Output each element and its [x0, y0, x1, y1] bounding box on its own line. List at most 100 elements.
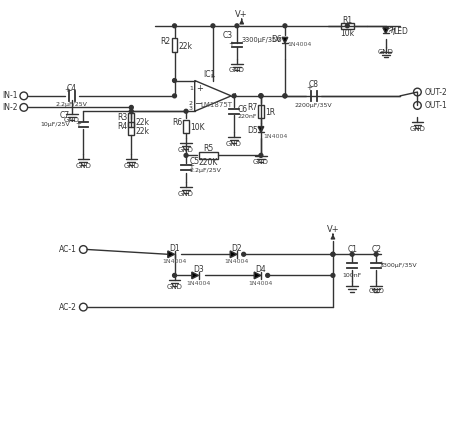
Text: V+: V+ [327, 225, 339, 234]
Text: R2: R2 [161, 37, 171, 46]
Polygon shape [282, 37, 288, 43]
Circle shape [283, 94, 287, 98]
Polygon shape [383, 28, 389, 34]
Text: GND: GND [229, 67, 245, 73]
Text: 1N4004: 1N4004 [249, 281, 273, 285]
Polygon shape [230, 251, 237, 258]
Text: 3300μF/35V: 3300μF/35V [242, 37, 282, 43]
Text: 1N4004: 1N4004 [288, 43, 312, 47]
Text: GND: GND [123, 163, 139, 169]
Text: R5: R5 [203, 144, 213, 153]
Text: C5: C5 [190, 157, 200, 166]
Text: AC-1: AC-1 [59, 245, 76, 254]
Text: C4: C4 [67, 83, 77, 93]
Polygon shape [258, 127, 264, 132]
Text: GND: GND [76, 163, 91, 169]
Text: D1: D1 [169, 244, 180, 253]
Bar [128, 122, 134, 135]
Text: 100nF: 100nF [342, 273, 362, 278]
Text: +: + [64, 87, 70, 93]
Circle shape [184, 109, 188, 113]
Text: +: + [76, 121, 81, 127]
Text: +: + [306, 85, 312, 91]
Text: D4: D4 [256, 265, 266, 274]
Text: D3: D3 [193, 265, 204, 274]
Text: LM1875T: LM1875T [201, 103, 233, 109]
Text: D5: D5 [248, 126, 258, 135]
Polygon shape [254, 272, 261, 279]
Circle shape [350, 252, 354, 256]
Text: 1N4004: 1N4004 [186, 281, 211, 285]
Text: 22k: 22k [178, 43, 192, 52]
Polygon shape [168, 251, 175, 258]
Text: 4: 4 [233, 93, 237, 98]
Text: GND: GND [378, 49, 394, 55]
Text: 10k: 10k [340, 29, 355, 38]
Circle shape [374, 252, 378, 256]
Text: R3: R3 [117, 113, 127, 122]
Text: GND: GND [410, 126, 425, 132]
Text: +: + [228, 41, 234, 47]
Text: OUT-1: OUT-1 [424, 101, 447, 110]
Text: 3300μF/35V: 3300μF/35V [380, 263, 418, 268]
Circle shape [259, 94, 263, 98]
Text: −: − [195, 98, 203, 109]
Text: V+: V+ [235, 10, 248, 19]
Text: IC1: IC1 [203, 70, 215, 79]
Text: C1: C1 [347, 245, 357, 254]
Bar [183, 120, 189, 133]
Circle shape [259, 94, 263, 98]
Bar [171, 38, 177, 52]
Polygon shape [192, 272, 198, 279]
Text: 220K: 220K [198, 158, 218, 167]
Circle shape [130, 106, 133, 109]
Text: 10μF/25V: 10μF/25V [40, 122, 70, 127]
Text: R7: R7 [247, 103, 257, 112]
Text: 3: 3 [189, 106, 193, 111]
Text: 10K: 10K [190, 123, 204, 132]
Text: C8: C8 [309, 80, 319, 89]
Text: 1: 1 [189, 86, 193, 91]
Circle shape [173, 273, 176, 277]
Text: R4: R4 [117, 122, 127, 131]
Text: D6: D6 [271, 35, 282, 44]
Text: C7: C7 [60, 111, 70, 120]
Circle shape [232, 94, 236, 98]
Text: 220nF: 220nF [238, 115, 257, 120]
Circle shape [346, 24, 349, 28]
Circle shape [130, 109, 133, 113]
Text: GND: GND [178, 191, 194, 197]
Text: 2: 2 [189, 101, 193, 106]
Text: 1N4004: 1N4004 [225, 259, 249, 265]
Circle shape [211, 24, 215, 28]
Circle shape [259, 153, 263, 157]
Text: IN-1: IN-1 [3, 91, 18, 101]
Bar [198, 152, 218, 159]
Text: C2: C2 [371, 245, 381, 254]
Circle shape [331, 252, 335, 256]
Text: LED: LED [393, 27, 408, 36]
Text: C6: C6 [238, 105, 248, 114]
Text: 1R: 1R [265, 108, 275, 117]
Text: +: + [188, 163, 194, 169]
Text: 1N4004: 1N4004 [162, 259, 187, 265]
Text: R1: R1 [342, 15, 352, 25]
Circle shape [331, 252, 335, 256]
Text: 22k: 22k [135, 118, 149, 127]
Circle shape [259, 94, 263, 98]
Circle shape [173, 78, 176, 83]
Text: GND: GND [368, 288, 384, 294]
Text: 2.2μF/25V: 2.2μF/25V [190, 168, 222, 173]
Text: GND: GND [166, 284, 182, 290]
Text: +: + [196, 83, 203, 93]
Text: D2: D2 [232, 244, 242, 253]
Circle shape [242, 252, 246, 256]
Text: OUT-2: OUT-2 [424, 87, 447, 97]
Text: 1N4004: 1N4004 [264, 134, 288, 139]
Bar [258, 104, 264, 118]
Text: C3: C3 [223, 31, 233, 40]
Bar [128, 113, 134, 127]
Text: 22k: 22k [135, 127, 149, 136]
Text: 2.2μF/25V: 2.2μF/25V [56, 102, 88, 107]
Circle shape [173, 94, 176, 98]
